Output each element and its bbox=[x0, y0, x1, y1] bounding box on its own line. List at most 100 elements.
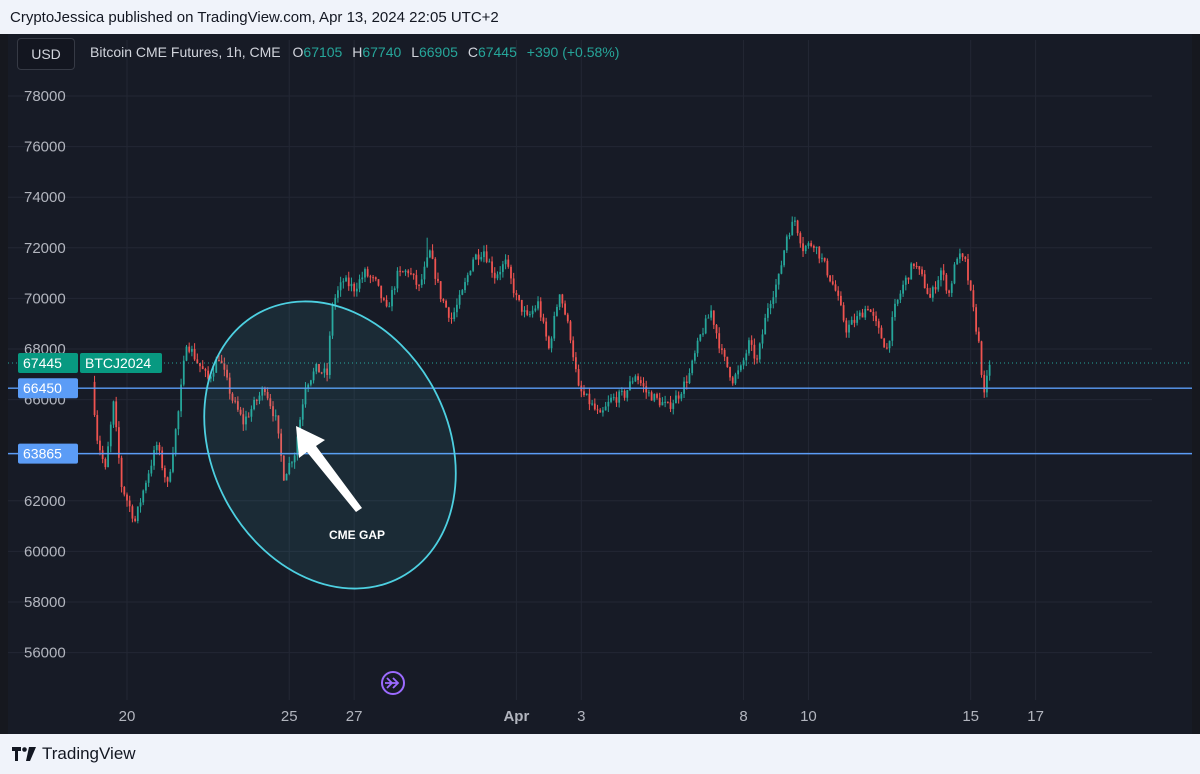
candle-body bbox=[153, 450, 155, 466]
currency-button[interactable]: USD bbox=[17, 38, 75, 70]
candle-body bbox=[693, 353, 696, 361]
tradingview-brand[interactable]: TradingView bbox=[12, 744, 136, 764]
chart-frame bbox=[8, 34, 1192, 734]
candle-body bbox=[407, 270, 410, 274]
gap-ellipse[interactable] bbox=[155, 257, 504, 633]
candle-body bbox=[988, 364, 991, 376]
candle-body bbox=[583, 391, 585, 395]
candle-body bbox=[658, 397, 661, 406]
candle-body bbox=[364, 269, 366, 278]
candle-body bbox=[245, 416, 247, 425]
candle-body bbox=[818, 246, 821, 259]
candle-body bbox=[856, 316, 859, 323]
candle-body bbox=[748, 340, 750, 354]
candle-body bbox=[142, 490, 145, 503]
candle-body bbox=[391, 290, 393, 307]
y-tick-label: 60000 bbox=[24, 543, 66, 560]
candle-body bbox=[664, 401, 667, 403]
candle-body bbox=[104, 459, 107, 468]
symbol-name[interactable]: Bitcoin CME Futures, 1h, CME bbox=[90, 44, 281, 60]
candle-body bbox=[353, 283, 356, 292]
candle-body bbox=[101, 450, 104, 460]
candle-body bbox=[547, 336, 550, 349]
candle-body bbox=[428, 250, 431, 258]
candle-body bbox=[520, 299, 523, 312]
candle-body bbox=[437, 278, 439, 282]
candle-body bbox=[772, 297, 775, 304]
candle-body bbox=[902, 284, 904, 294]
candle-body bbox=[534, 308, 537, 311]
candle-body bbox=[366, 269, 369, 277]
candle-body bbox=[915, 266, 918, 268]
candle-body bbox=[126, 494, 128, 501]
candle-body bbox=[721, 348, 723, 350]
candle-body bbox=[196, 359, 199, 363]
candle-body bbox=[510, 266, 512, 279]
candle-body bbox=[404, 270, 407, 273]
candle-body bbox=[967, 259, 969, 281]
candle-body bbox=[569, 321, 572, 341]
candle-body bbox=[758, 343, 761, 360]
candle-body bbox=[983, 374, 986, 393]
candle-body bbox=[491, 261, 493, 273]
candle-body bbox=[918, 266, 921, 270]
candle-body bbox=[823, 257, 826, 261]
candle-body bbox=[169, 471, 172, 482]
candle-body bbox=[675, 395, 677, 404]
candle-body bbox=[526, 310, 529, 315]
candle-body bbox=[385, 299, 388, 307]
candle-body bbox=[499, 271, 502, 275]
candle-body bbox=[761, 334, 764, 344]
candle-body bbox=[553, 315, 556, 339]
candle-body bbox=[780, 265, 783, 274]
candle-body bbox=[204, 369, 207, 371]
candle-body bbox=[550, 338, 553, 349]
candle-body bbox=[556, 306, 558, 316]
candle-body bbox=[923, 274, 926, 289]
candle-body bbox=[956, 258, 959, 265]
candle-body bbox=[599, 410, 602, 413]
candle-body bbox=[642, 383, 645, 387]
candle-body bbox=[764, 317, 767, 335]
candle-body bbox=[431, 250, 434, 259]
candle-body bbox=[629, 381, 631, 391]
candle-body bbox=[577, 369, 580, 386]
x-tick-label: 20 bbox=[119, 708, 136, 725]
candle-body bbox=[907, 277, 910, 280]
candle-body bbox=[561, 294, 564, 304]
candle-body bbox=[802, 243, 804, 252]
candle-body bbox=[123, 486, 126, 495]
candle-body bbox=[456, 304, 458, 313]
candle-body bbox=[712, 310, 715, 325]
candle-body bbox=[807, 243, 810, 246]
event-marker-icon[interactable] bbox=[381, 671, 405, 695]
x-tick-label: 17 bbox=[1027, 708, 1044, 725]
close-key: C bbox=[467, 44, 478, 60]
candle-body bbox=[261, 388, 264, 396]
candle-body bbox=[861, 312, 864, 318]
arrow-icon[interactable] bbox=[296, 426, 362, 512]
candle-body bbox=[207, 370, 210, 379]
y-tick-label: 56000 bbox=[24, 645, 66, 662]
candle-body bbox=[731, 377, 734, 384]
candle-body bbox=[539, 301, 542, 318]
candle-body bbox=[323, 368, 326, 373]
candle-body bbox=[934, 287, 937, 290]
candle-body bbox=[734, 374, 737, 384]
candle-body bbox=[285, 473, 288, 481]
y-tick-label: 70000 bbox=[24, 290, 66, 307]
candle-body bbox=[358, 279, 361, 289]
candle-body bbox=[850, 319, 853, 325]
candle-body bbox=[201, 366, 204, 370]
candle-body bbox=[572, 340, 575, 358]
candle-body bbox=[242, 414, 245, 425]
y-tick-label: 76000 bbox=[24, 139, 66, 156]
candle-body bbox=[445, 300, 447, 308]
candle-body bbox=[136, 506, 139, 521]
candle-body bbox=[810, 243, 813, 247]
candle-body bbox=[726, 356, 729, 368]
candle-body bbox=[450, 317, 453, 319]
candle-body bbox=[337, 290, 339, 298]
candle-body bbox=[896, 299, 899, 304]
